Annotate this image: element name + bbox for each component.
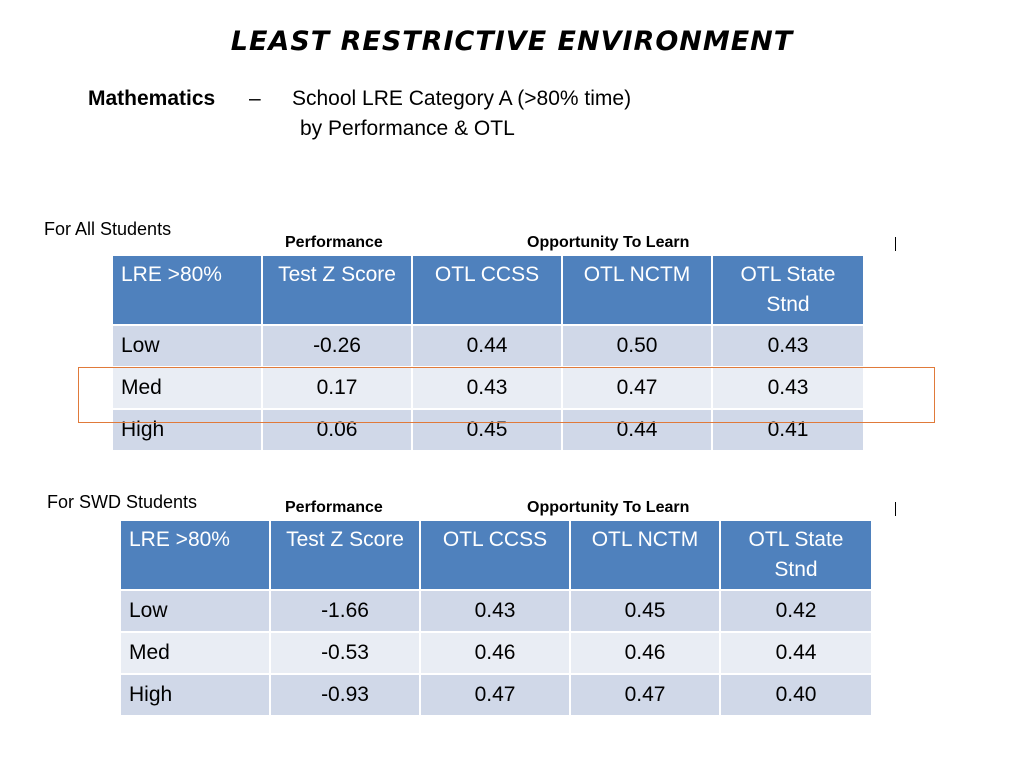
table-cell: Med (119, 631, 271, 675)
table-cell: High (119, 673, 271, 717)
header-cell: LRE >80% (111, 254, 263, 326)
table-cell: High (111, 408, 263, 452)
group-label-swd-students: For SWD Students (47, 492, 198, 512)
table-cell: 0.44 (411, 324, 563, 368)
subtitle-line-1: School LRE Category A (>80% time) (292, 87, 632, 110)
table-cell: 0.40 (719, 673, 873, 717)
table-cell: 0.45 (411, 408, 563, 452)
table-cell: -0.93 (269, 673, 421, 717)
table-cell: 0.41 (711, 408, 865, 452)
column-group-performance: Performance (285, 499, 383, 516)
table-cell: Med (111, 366, 263, 410)
table-cell: 0.06 (261, 408, 413, 452)
table-cell: 0.43 (411, 366, 563, 410)
highlight-box-med-row (78, 367, 935, 423)
table-cell: 0.46 (569, 631, 721, 675)
subject-label: Mathematics (88, 87, 216, 110)
header-cell: OTL State Stnd (711, 254, 865, 326)
table-row: High -0.93 0.47 0.47 0.40 (119, 673, 873, 717)
header-cell: OTL NCTM (561, 254, 713, 326)
table-cell: 0.43 (711, 324, 865, 368)
tick-mark (895, 237, 896, 251)
column-group-otl: Opportunity To Learn (527, 234, 690, 251)
table-cell: 0.43 (711, 366, 865, 410)
table-cell: -0.26 (261, 324, 413, 368)
table-row: Low -1.66 0.43 0.45 0.42 (119, 589, 873, 633)
tick-mark (895, 502, 896, 516)
table-cell: 0.42 (719, 589, 873, 633)
table-cell: 0.46 (419, 631, 571, 675)
slide-title: LEAST RESTRICTIVE ENVIRONMENT (230, 26, 794, 57)
table-row: High 0.06 0.45 0.44 0.41 (111, 408, 865, 452)
table-header-row: LRE >80% Test Z Score OTL CCSS OTL NCTM … (119, 519, 873, 591)
table-cell: 0.44 (719, 631, 873, 675)
table-cell: 0.44 (561, 408, 713, 452)
table-swd-students: LRE >80% Test Z Score OTL CCSS OTL NCTM … (119, 519, 873, 717)
subtitle-separator: – (249, 87, 261, 110)
column-group-otl: Opportunity To Learn (527, 499, 690, 516)
subtitle-line-2: by Performance & OTL (300, 117, 515, 140)
header-cell: OTL CCSS (411, 254, 563, 326)
header-cell: Test Z Score (261, 254, 413, 326)
column-group-performance: Performance (285, 234, 383, 251)
table-cell: 0.45 (569, 589, 721, 633)
table-cell: 0.47 (419, 673, 571, 717)
header-cell: Test Z Score (269, 519, 421, 591)
table-cell: 0.47 (561, 366, 713, 410)
table-cell: Low (111, 324, 263, 368)
table-cell: 0.47 (569, 673, 721, 717)
table-cell: 0.43 (419, 589, 571, 633)
header-cell: OTL NCTM (569, 519, 721, 591)
table-row: Low -0.26 0.44 0.50 0.43 (111, 324, 865, 368)
table-cell: -1.66 (269, 589, 421, 633)
header-cell: LRE >80% (119, 519, 271, 591)
header-cell: OTL CCSS (419, 519, 571, 591)
table-cell: 0.17 (261, 366, 413, 410)
table-cell: 0.50 (561, 324, 713, 368)
table-cell: -0.53 (269, 631, 421, 675)
table-row: Med -0.53 0.46 0.46 0.44 (119, 631, 873, 675)
header-cell: OTL State Stnd (719, 519, 873, 591)
table-all-students: LRE >80% Test Z Score OTL CCSS OTL NCTM … (111, 254, 865, 452)
table-row: Med 0.17 0.43 0.47 0.43 (111, 366, 865, 410)
group-label-all-students: For All Students (44, 219, 172, 239)
table-header-row: LRE >80% Test Z Score OTL CCSS OTL NCTM … (111, 254, 865, 326)
table-cell: Low (119, 589, 271, 633)
